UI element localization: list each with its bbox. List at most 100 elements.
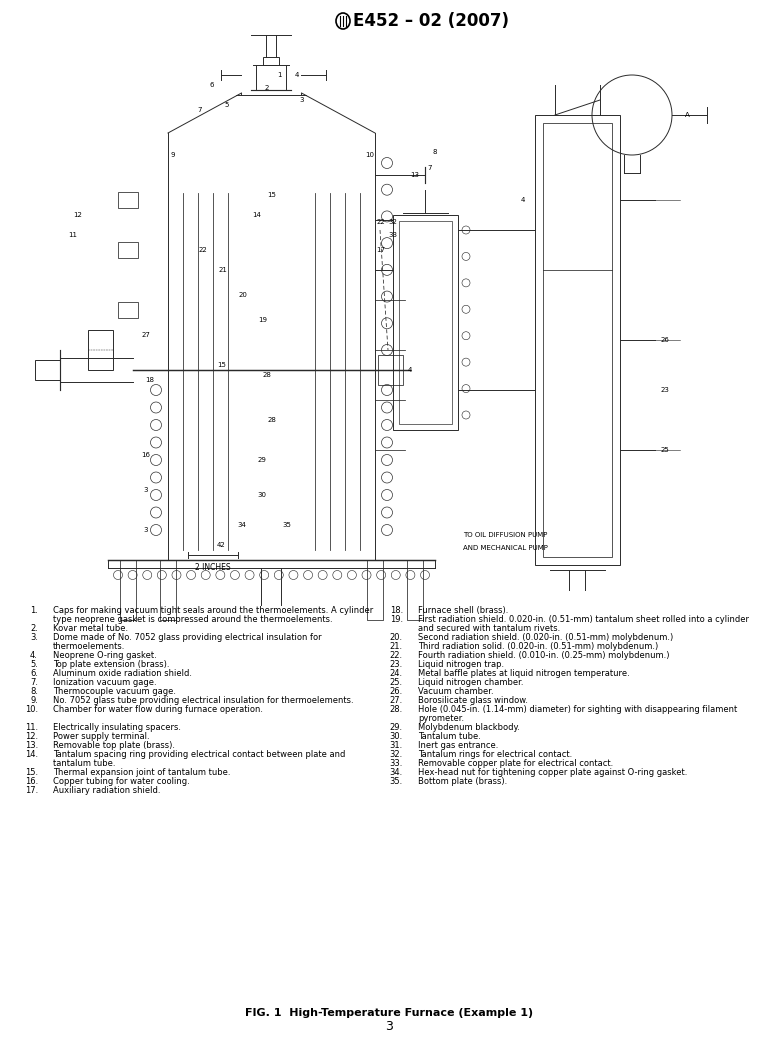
- Text: Caps for making vacuum tight seals around the thermoelements. A cylinder: Caps for making vacuum tight seals aroun…: [53, 606, 373, 615]
- Bar: [535, 115, 620, 565]
- Text: Removable top plate (brass).: Removable top plate (brass).: [53, 741, 175, 750]
- Text: 14.: 14.: [25, 750, 38, 759]
- Text: Copper tubing for water cooling.: Copper tubing for water cooling.: [53, 777, 190, 786]
- Text: 2: 2: [265, 85, 268, 91]
- Text: 18: 18: [145, 377, 155, 383]
- Text: 25.: 25.: [390, 678, 403, 687]
- Text: 34: 34: [237, 522, 246, 528]
- Text: E452 – 02 (2007): E452 – 02 (2007): [353, 12, 509, 30]
- Text: Auxiliary radiation shield.: Auxiliary radiation shield.: [53, 786, 160, 795]
- Text: 7: 7: [198, 107, 202, 113]
- Text: 22: 22: [198, 247, 208, 253]
- Text: 27: 27: [142, 332, 150, 338]
- Text: A: A: [685, 112, 689, 118]
- Text: Dome made of No. 7052 glass providing electrical insulation for: Dome made of No. 7052 glass providing el…: [53, 633, 321, 642]
- Text: 34.: 34.: [390, 768, 403, 777]
- Text: 13: 13: [411, 172, 419, 178]
- Text: 3: 3: [385, 1020, 393, 1034]
- Text: 4: 4: [294, 72, 299, 78]
- Text: 31.: 31.: [390, 741, 403, 750]
- Text: Furnace shell (brass).: Furnace shell (brass).: [418, 606, 508, 615]
- Text: Thermocouple vacuum gage.: Thermocouple vacuum gage.: [53, 687, 176, 696]
- Text: 42: 42: [217, 542, 226, 548]
- Text: 22: 22: [377, 219, 385, 225]
- Text: 21.: 21.: [390, 642, 403, 651]
- Bar: [35, 360, 60, 380]
- Text: type neoprene gasket is compressed around the thermoelements.: type neoprene gasket is compressed aroun…: [53, 615, 333, 624]
- Text: 3: 3: [300, 97, 303, 103]
- Text: 29: 29: [257, 457, 266, 463]
- Text: 3: 3: [144, 487, 149, 493]
- Text: Molybdenum blackbody.: Molybdenum blackbody.: [418, 723, 520, 732]
- Text: 28: 28: [262, 372, 271, 378]
- Text: 15: 15: [217, 362, 226, 369]
- Text: 17: 17: [377, 247, 386, 253]
- Text: Metal baffle plates at liquid nitrogen temperature.: Metal baffle plates at liquid nitrogen t…: [418, 669, 629, 678]
- Text: pyrometer.: pyrometer.: [418, 714, 464, 723]
- Text: 26.: 26.: [390, 687, 403, 696]
- Text: 29.: 29.: [390, 723, 403, 732]
- Text: 17.: 17.: [25, 786, 38, 795]
- Bar: [543, 123, 612, 557]
- Bar: [378, 355, 403, 385]
- Text: Chamber for water flow during furnace operation.: Chamber for water flow during furnace op…: [53, 705, 263, 714]
- Text: Top plate extension (brass).: Top plate extension (brass).: [53, 660, 170, 669]
- Text: 25: 25: [661, 447, 669, 453]
- Text: 19.: 19.: [390, 615, 403, 624]
- Text: Thermal expansion joint of tantalum tube.: Thermal expansion joint of tantalum tube…: [53, 768, 230, 777]
- Text: Tantalum spacing ring providing electrical contact between plate and: Tantalum spacing ring providing electric…: [53, 750, 345, 759]
- Text: AND MECHANICAL PUMP: AND MECHANICAL PUMP: [463, 545, 548, 551]
- Text: 3: 3: [144, 527, 149, 533]
- Text: 2.: 2.: [30, 624, 38, 633]
- Text: 16: 16: [142, 452, 150, 458]
- Text: 20.: 20.: [390, 633, 403, 642]
- Text: Electrically insulating spacers.: Electrically insulating spacers.: [53, 723, 181, 732]
- Text: 32.: 32.: [390, 750, 403, 759]
- Text: 12: 12: [74, 212, 82, 218]
- Text: 8.: 8.: [30, 687, 38, 696]
- Text: 35: 35: [282, 522, 291, 528]
- Bar: [118, 242, 138, 258]
- Text: Power supply terminal.: Power supply terminal.: [53, 732, 149, 741]
- Text: Fourth radiation shield. (0.010-in. (0.25-mm) molybdenum.): Fourth radiation shield. (0.010-in. (0.2…: [418, 651, 670, 660]
- Text: 4.: 4.: [30, 651, 38, 660]
- Text: 28.: 28.: [390, 705, 403, 714]
- Text: 30.: 30.: [390, 732, 403, 741]
- Bar: [399, 221, 452, 424]
- Text: 5: 5: [224, 102, 229, 108]
- Text: 33.: 33.: [390, 759, 403, 768]
- Text: 15.: 15.: [25, 768, 38, 777]
- Text: Third radiation solid. (0.020-in. (0.51-mm) molybdenum.): Third radiation solid. (0.020-in. (0.51-…: [418, 642, 658, 651]
- Bar: [88, 330, 113, 370]
- Text: 21: 21: [219, 266, 227, 273]
- Text: 5.: 5.: [30, 660, 38, 669]
- Text: 23: 23: [661, 387, 669, 393]
- Text: Second radiation shield. (0.020-in. (0.51-mm) molybdenum.): Second radiation shield. (0.020-in. (0.5…: [418, 633, 673, 642]
- Bar: [264, 57, 279, 65]
- Text: 6.: 6.: [30, 669, 38, 678]
- Text: 26: 26: [661, 337, 669, 342]
- Text: Borosilicate glass window.: Borosilicate glass window.: [418, 696, 528, 705]
- Text: 3.: 3.: [30, 633, 38, 642]
- Text: Bottom plate (brass).: Bottom plate (brass).: [418, 777, 507, 786]
- Text: 23.: 23.: [390, 660, 403, 669]
- Text: Hex-head nut for tightening copper plate against O-ring gasket.: Hex-head nut for tightening copper plate…: [418, 768, 688, 777]
- Text: 16.: 16.: [25, 777, 38, 786]
- Text: 20: 20: [239, 291, 247, 298]
- Bar: [118, 192, 138, 208]
- Text: 11.: 11.: [25, 723, 38, 732]
- Text: Removable copper plate for electrical contact.: Removable copper plate for electrical co…: [418, 759, 613, 768]
- Text: 24.: 24.: [390, 669, 403, 678]
- Text: 33: 33: [388, 232, 398, 238]
- Text: 19: 19: [258, 318, 268, 323]
- Text: Kovar metal tube.: Kovar metal tube.: [53, 624, 128, 633]
- Text: Tantalum rings for electrical contact.: Tantalum rings for electrical contact.: [418, 750, 573, 759]
- Text: 4: 4: [520, 197, 525, 203]
- Text: Liquid nitrogen chamber.: Liquid nitrogen chamber.: [418, 678, 524, 687]
- Text: 28: 28: [267, 417, 276, 423]
- Text: Hole (0.045-in. (1.14-mm) diameter) for sighting with disappearing filament: Hole (0.045-in. (1.14-mm) diameter) for …: [418, 705, 738, 714]
- Text: Ionization vacuum gage.: Ionization vacuum gage.: [53, 678, 156, 687]
- Text: 11: 11: [68, 232, 78, 238]
- Text: 27.: 27.: [390, 696, 403, 705]
- Text: Aluminum oxide radiation shield.: Aluminum oxide radiation shield.: [53, 669, 192, 678]
